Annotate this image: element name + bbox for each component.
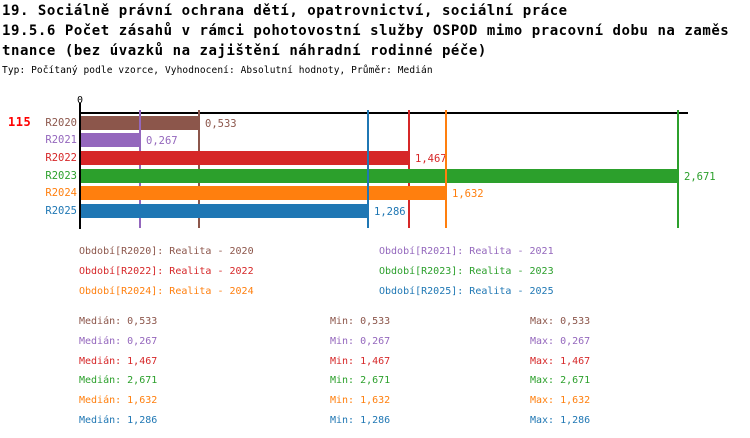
stat-median-row1: Medián: 0,267 <box>79 336 158 347</box>
legend-item-R2025: Období[R2025]: Realita - 2025 <box>379 286 554 297</box>
report-title-line2: 19.5.6 Počet zásahů v rámci pohotovostní… <box>2 23 730 39</box>
stat-max-row3: Max: 2,671 <box>530 375 591 386</box>
stat-min-row2: Min: 1,467 <box>330 356 391 367</box>
series-label-R2025: R2025 <box>45 205 77 217</box>
stat-min-row5: Min: 1,286 <box>330 415 391 426</box>
bar-value-label-R2023: 2,671 <box>684 170 716 183</box>
median-line-R2025 <box>367 110 369 228</box>
bar-R2021 <box>81 133 141 147</box>
stat-min-row0: Min: 0,533 <box>330 316 391 327</box>
y-axis-line <box>79 103 81 229</box>
series-label-R2020: R2020 <box>45 117 77 129</box>
bar-R2023 <box>81 169 679 183</box>
axis-zero-tick-label: 0 <box>76 95 84 106</box>
legend-item-R2023: Období[R2023]: Realita - 2023 <box>379 266 554 277</box>
legend-item-R2024: Období[R2024]: Realita - 2024 <box>79 286 254 297</box>
stat-median-row2: Medián: 1,467 <box>79 356 158 367</box>
series-label-R2024: R2024 <box>45 187 77 199</box>
row-id-badge: 115 <box>8 115 32 129</box>
series-label-R2022: R2022 <box>45 152 77 164</box>
bar-value-label-R2022: 1,467 <box>415 152 447 165</box>
bar-value-label-R2025: 1,286 <box>374 205 406 218</box>
x-axis-line <box>79 112 688 114</box>
bar-value-label-R2024: 1,632 <box>452 187 484 200</box>
legend-item-R2021: Období[R2021]: Realita - 2021 <box>379 246 554 257</box>
median-line-R2023 <box>677 110 679 228</box>
series-label-R2023: R2023 <box>45 170 77 182</box>
stat-max-row5: Max: 1,286 <box>530 415 591 426</box>
series-label-R2021: R2021 <box>45 134 77 146</box>
stat-max-row2: Max: 1,467 <box>530 356 591 367</box>
stat-median-row4: Medián: 1,632 <box>79 395 158 406</box>
stat-median-row3: Medián: 2,671 <box>79 375 158 386</box>
bar-value-label-R2020: 0,533 <box>205 117 237 130</box>
bar-R2022 <box>81 151 410 165</box>
report-title-line1: 19. Sociálně právní ochrana dětí, opatro… <box>2 3 568 19</box>
report-title-line3: tnance (bez úvazků na zajištění náhradní… <box>2 43 487 59</box>
bar-R2025 <box>81 204 369 218</box>
legend-item-R2022: Období[R2022]: Realita - 2022 <box>79 266 254 277</box>
stat-min-row4: Min: 1,632 <box>330 395 391 406</box>
bar-value-label-R2021: 0,267 <box>146 134 178 147</box>
stat-max-row4: Max: 1,632 <box>530 395 591 406</box>
stat-max-row1: Max: 0,267 <box>530 336 591 347</box>
stat-median-row0: Medián: 0,533 <box>79 316 158 327</box>
median-line-R2024 <box>445 110 447 228</box>
stat-max-row0: Max: 0,533 <box>530 316 591 327</box>
legend-item-R2020: Období[R2020]: Realita - 2020 <box>79 246 254 257</box>
bar-R2024 <box>81 186 447 200</box>
report-meta-line: Typ: Počítaný podle vzorce, Vyhodnocení:… <box>2 65 433 76</box>
stat-min-row1: Min: 0,267 <box>330 336 391 347</box>
stat-min-row3: Min: 2,671 <box>330 375 391 386</box>
stat-median-row5: Medián: 1,286 <box>79 415 158 426</box>
